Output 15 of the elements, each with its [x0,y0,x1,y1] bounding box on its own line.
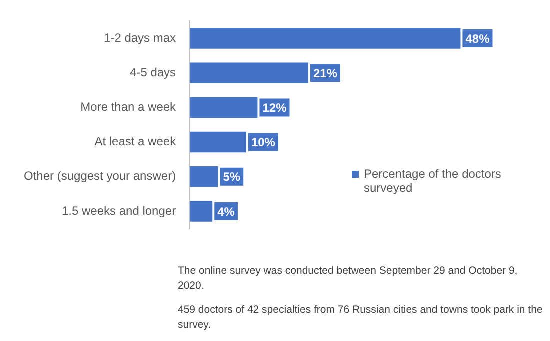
data-label: 21% [313,66,338,80]
text: 459 doctors of 42 specialties from 76 Russian cities and towns took park in the survey. [178,303,543,333]
text: The online survey was conducted between September 29 and October 9, 2020. [178,264,519,294]
y-tick-label: Other (suggest your answer) [24,169,176,184]
y-tick-label: 1-2 days max [104,30,176,45]
data-label: 5% [223,170,241,184]
data-label: 48% [466,32,490,46]
y-tick-label: 1.5 weeks and longer [62,204,176,218]
data-label: 10% [251,136,276,150]
data-label: 4% [218,204,236,219]
y-tick-label: More than a week [80,100,178,114]
y-tick-label: At least a week [94,134,178,149]
y-tick-label: 4-5 days [130,65,176,80]
legend-label: Percentage of the doctors surveyed [364,167,502,195]
data-label: 12% [262,101,288,116]
